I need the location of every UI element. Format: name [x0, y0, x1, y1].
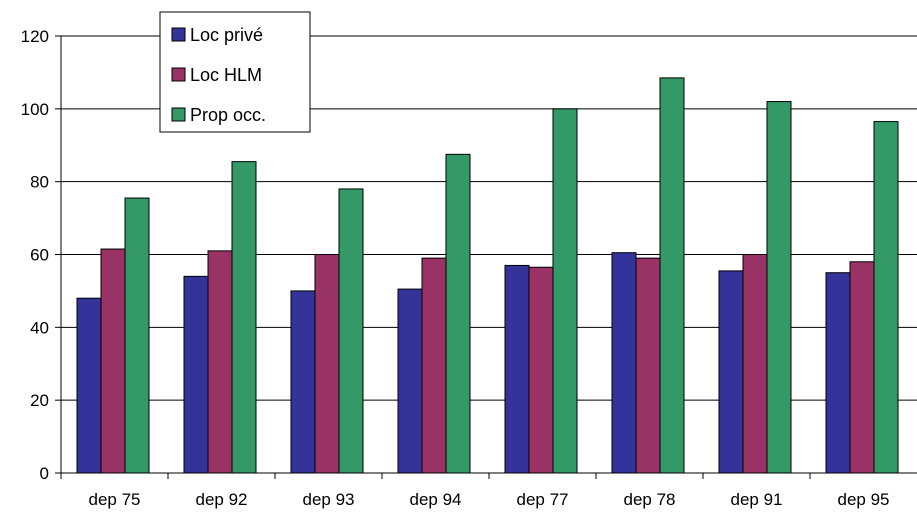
bar-dep-77-series-0	[504, 264, 530, 474]
legend: Loc privé Loc HLM Prop occ.	[159, 11, 311, 133]
x-tick-label: dep 77	[517, 490, 569, 509]
legend-swatch	[171, 27, 186, 42]
y-tick-label: 20	[30, 391, 49, 410]
bar-dep-95-series-1	[849, 261, 875, 474]
bar-dep-92-series-2	[231, 161, 257, 474]
x-tick-label: dep 78	[624, 490, 676, 509]
bar-dep-91-series-1	[742, 254, 768, 474]
legend-label: Loc privé	[190, 25, 263, 45]
bar-dep-95-series-0	[825, 272, 851, 474]
bar-dep-95-series-2	[873, 121, 899, 474]
x-tick-label: dep 95	[838, 490, 890, 509]
x-tick-label: dep 94	[410, 490, 462, 509]
y-tick-label: 80	[30, 173, 49, 192]
y-tick-label: 60	[30, 246, 49, 265]
y-tick-labels: 0 20 40 60 80 100 120	[21, 27, 49, 483]
bar-dep-93-series-2	[338, 188, 364, 474]
x-tick-label: dep 93	[303, 490, 355, 509]
bars	[76, 77, 899, 474]
bar-dep-77-series-1	[528, 266, 554, 474]
bar-dep-75-series-2	[124, 197, 150, 474]
y-tick-label: 40	[30, 318, 49, 337]
legend-label: Loc HLM	[190, 65, 262, 85]
bar-dep-78-series-1	[635, 257, 661, 474]
x-tick-labels: dep 75 dep 92 dep 93 dep 94 dep 77 dep 78 dep …	[89, 490, 890, 509]
legend-swatch	[171, 107, 186, 122]
y-tick-label: 100	[21, 100, 49, 119]
x-tick-label: dep 92	[196, 490, 248, 509]
y-tick-label: 0	[40, 464, 49, 483]
axes	[55, 35, 917, 479]
bar-dep-75-series-1	[100, 248, 126, 474]
bar-dep-92-series-0	[183, 275, 209, 474]
bar-dep-91-series-2	[766, 101, 792, 474]
bar-dep-92-series-1	[207, 250, 233, 474]
x-tick-label: dep 91	[731, 490, 783, 509]
bar-dep-77-series-2	[552, 108, 578, 474]
bar-dep-93-series-1	[314, 254, 340, 474]
bar-dep-94-series-0	[397, 288, 423, 474]
bar-dep-75-series-0	[76, 297, 102, 474]
bar-dep-93-series-0	[290, 290, 316, 474]
bar-dep-94-series-2	[445, 153, 471, 474]
bar-dep-94-series-1	[421, 257, 447, 474]
legend-swatch	[171, 67, 186, 82]
bar-dep-78-series-0	[611, 252, 637, 474]
bar-dep-91-series-0	[718, 270, 744, 474]
x-tick-label: dep 75	[89, 490, 141, 509]
legend-label: Prop occ.	[190, 105, 266, 125]
y-tick-label: 120	[21, 27, 49, 46]
bar-dep-78-series-2	[659, 77, 685, 474]
